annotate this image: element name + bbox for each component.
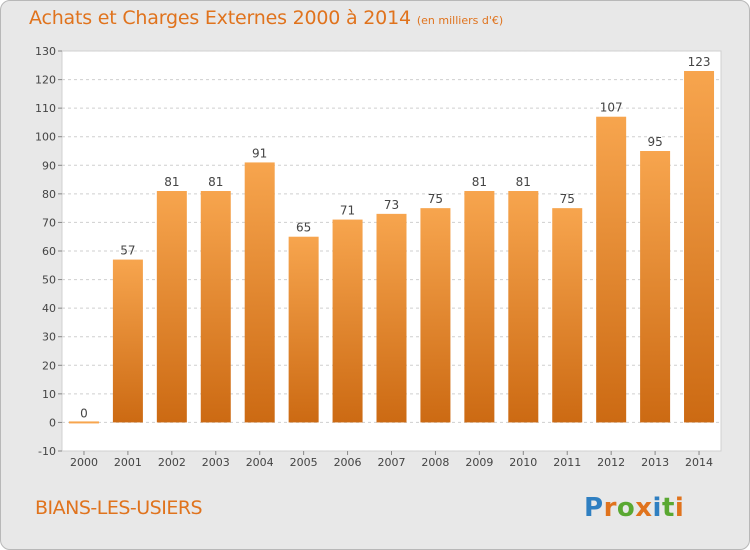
- logo-letter: o: [616, 493, 636, 523]
- value-label-2009: 81: [472, 175, 487, 189]
- value-label-2014: 123: [688, 55, 711, 69]
- x-axis: 2000 2001 2002 2003 2004 2005 2006 2007 2008 2009…: [70, 451, 713, 469]
- y-tick-label: 60: [42, 245, 56, 258]
- bar-2011: [552, 208, 583, 423]
- value-label-2013: 95: [647, 135, 662, 149]
- bar-2001: [112, 259, 143, 423]
- y-tick-label: 100: [35, 131, 56, 144]
- bar-2005: [288, 236, 319, 423]
- bar-2014: [684, 71, 715, 423]
- value-label-2000: 0: [80, 406, 88, 420]
- bar-2007: [376, 213, 407, 423]
- bar-2012: [596, 116, 627, 423]
- value-label-2002: 81: [164, 175, 179, 189]
- chart-title: Achats et Charges Externes 2000 à 2014 (e…: [29, 7, 503, 29]
- x-tick-label-2000: 2000: [70, 456, 98, 469]
- y-tick-label: 70: [42, 216, 56, 229]
- x-tick-label-2004: 2004: [246, 456, 274, 469]
- bar-2003: [200, 191, 231, 423]
- bar-2004: [244, 162, 275, 423]
- y-tick-label: 20: [42, 359, 56, 372]
- logo-letter: t: [661, 493, 675, 523]
- logo-letter: x: [635, 493, 653, 523]
- x-tick-label-2003: 2003: [202, 456, 230, 469]
- bars: 0 57 81 81 91 65 71 73 75 81 81 75 107 95 123: [68, 55, 715, 424]
- bar-2002: [156, 191, 187, 423]
- value-label-2010: 81: [516, 175, 531, 189]
- x-tick-label-2001: 2001: [114, 456, 142, 469]
- y-tick-label: 10: [42, 388, 56, 401]
- y-tick-label: 90: [42, 159, 56, 172]
- bar-2006: [332, 219, 363, 423]
- y-tick-label: 40: [42, 302, 56, 315]
- x-tick-label-2009: 2009: [465, 456, 493, 469]
- y-tick-label: 110: [35, 102, 56, 115]
- bar-2013: [640, 151, 671, 423]
- x-tick-label-2014: 2014: [685, 456, 713, 469]
- bar-2000: [68, 421, 99, 424]
- bar-2010: [508, 191, 539, 423]
- y-tick-label: 80: [42, 188, 56, 201]
- x-tick-label-2010: 2010: [509, 456, 537, 469]
- value-label-2012: 107: [600, 101, 623, 115]
- y-tick-label: 50: [42, 274, 56, 287]
- x-tick-label-2007: 2007: [378, 456, 406, 469]
- y-tick-label: 0: [49, 416, 56, 429]
- value-label-2001: 57: [120, 244, 135, 258]
- x-tick-label-2013: 2013: [641, 456, 669, 469]
- y-tick-label: 30: [42, 331, 56, 344]
- x-tick-label-2012: 2012: [597, 456, 625, 469]
- value-label-2008: 75: [428, 192, 443, 206]
- commune-name: BIANS-LES-USIERS: [35, 497, 203, 519]
- y-tick-label: -10: [38, 445, 56, 458]
- y-axis: -10 0 10 20 30 40 50 60 70 80 90 100 110 120 130: [35, 45, 62, 458]
- bar-2009: [464, 191, 495, 423]
- logo-letter: r: [603, 493, 617, 523]
- y-tick-label: 120: [35, 74, 56, 87]
- x-tick-label-2002: 2002: [158, 456, 186, 469]
- value-label-2011: 75: [560, 192, 575, 206]
- value-label-2007: 73: [384, 198, 399, 212]
- value-label-2005: 65: [296, 221, 311, 235]
- x-tick-label-2008: 2008: [421, 456, 449, 469]
- logo-letter: i: [652, 493, 662, 523]
- x-tick-label-2011: 2011: [553, 456, 581, 469]
- chart-subtitle: (en milliers d'€): [416, 14, 504, 27]
- value-label-2004: 91: [252, 146, 267, 160]
- chart-title-text: Achats et Charges Externes 2000 à 2014: [29, 7, 411, 29]
- logo-letter: P: [584, 493, 604, 523]
- y-tick-label: 130: [35, 45, 56, 58]
- x-tick-label-2005: 2005: [290, 456, 318, 469]
- bar-2008: [420, 208, 451, 423]
- value-label-2006: 71: [340, 204, 355, 218]
- value-label-2003: 81: [208, 175, 223, 189]
- logo-letter: i: [674, 493, 685, 523]
- x-tick-label-2006: 2006: [334, 456, 362, 469]
- proxiti-logo: Proxiti: [584, 493, 684, 523]
